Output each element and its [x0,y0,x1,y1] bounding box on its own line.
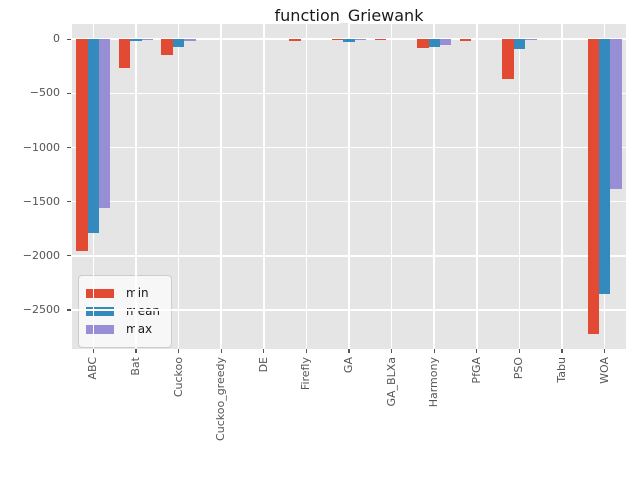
bar-mean-Cuckoo [172,39,185,48]
y-tick-label: −2000 [22,248,60,262]
bar-min-Bat [118,39,131,68]
x-tick-mark [604,349,606,353]
x-tick-mark [561,349,563,353]
y-tick-mark [67,201,71,203]
bar-max-WOA [610,39,622,189]
x-tick-label: Harmony [427,357,441,408]
x-tick-label: Cuckoo [171,357,185,398]
gridline-vertical [220,24,222,349]
gridline-vertical [433,24,436,349]
y-tick-mark [67,309,71,311]
legend-item-min: min [86,286,160,301]
bar-mean-PSO [513,39,526,49]
legend-swatch-max [86,325,114,334]
x-tick-label: Bat [128,357,142,376]
x-tick-mark [518,349,521,353]
legend-item-max: max [86,322,160,337]
y-tick-label: −1000 [22,140,60,154]
bar-min-Firefly [289,39,301,41]
y-tick-mark [67,255,71,257]
gridline-vertical [135,24,137,349]
x-tick-label: Cuckoo_greedy [214,357,228,441]
bar-mean-GA [343,39,355,42]
x-tick-mark [391,349,393,353]
x-tick-mark [177,349,180,353]
chart-title: function_Griewank [274,6,424,25]
x-tick-mark [348,349,350,353]
x-tick-mark [305,349,307,353]
gridline-vertical [476,24,478,349]
x-tick-mark [263,349,265,353]
y-tick-label: 0 [53,32,60,46]
bar-max-Harmony [439,39,452,46]
x-tick-label: Firefly [299,357,313,391]
x-tick-label: PfGA [469,357,483,384]
gridline-vertical [262,24,265,349]
x-tick-label: WOA [597,357,611,384]
legend-swatch-min [86,289,114,298]
gridline-vertical [390,24,393,349]
x-tick-label: ABC [86,357,100,380]
legend-label-mean: mean [126,304,161,318]
bar-max-Bat [141,39,153,40]
bar-min-Harmony [417,39,429,49]
bar-max-ABC [98,39,111,209]
bar-mean-Bat [130,39,142,42]
gridline-vertical [177,24,180,349]
bar-mean-WOA [599,39,611,294]
gridline-vertical [305,24,308,349]
x-tick-label: GA [342,357,355,374]
x-tick-mark [476,349,478,353]
gridline-vertical [348,24,350,349]
bar-min-GA [331,39,344,41]
gridline-vertical [518,24,521,349]
x-tick-mark [135,349,137,353]
bar-min-GA_BLXa [374,39,386,41]
x-tick-mark [433,349,435,353]
bar-min-WOA [587,39,599,334]
y-tick-label: −500 [29,86,60,100]
bar-mean-Harmony [428,39,440,48]
legend-item-mean: mean [86,304,160,319]
legend-swatch-mean [86,307,114,316]
bar-min-PfGA [459,39,472,41]
y-tick-mark [67,146,71,149]
bar-min-Cuckoo [161,39,173,56]
gridline-vertical [561,24,563,349]
x-tick-label: Tabu [555,357,569,383]
y-tick-mark [67,38,71,40]
x-tick-label: GA_BLXa [384,357,398,407]
x-tick-mark [220,349,222,353]
legend-label-min: min [126,286,149,300]
x-tick-label: PSO [512,357,526,380]
x-tick-label: DE [256,357,270,373]
bar-max-GA [354,39,367,41]
bar-max-PSO [525,39,537,40]
x-tick-mark [92,349,94,353]
legend-label-max: max [126,322,153,336]
y-tick-label: −1500 [22,194,60,208]
y-tick-mark [67,92,71,94]
bar-min-ABC [76,39,88,252]
bar-mean-ABC [87,39,99,234]
y-tick-label: −2500 [22,303,60,316]
bar-min-PSO [502,39,514,79]
bar-max-Cuckoo [184,39,196,42]
